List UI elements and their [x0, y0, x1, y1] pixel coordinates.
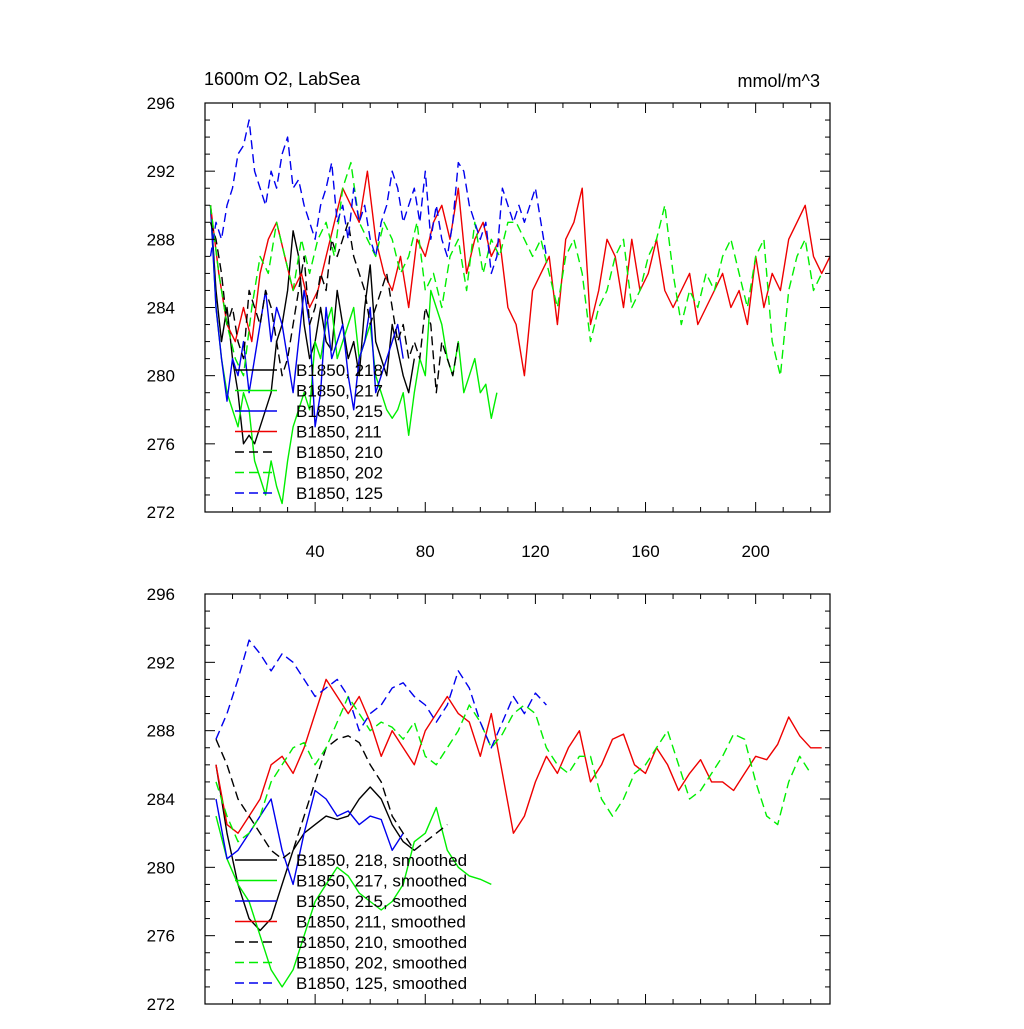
y-tick-label: 292 [147, 162, 175, 181]
legend-label: B1850, 218 [296, 361, 383, 380]
legend-label: B1850, 218, smoothed [296, 851, 467, 870]
y-tick-label: 272 [147, 503, 175, 522]
series-line-smoothed-0 [215, 764, 415, 932]
legend-label: B1850, 125, smoothed [296, 974, 467, 993]
series-line-3 [209, 170, 831, 377]
series-line-0 [209, 205, 415, 445]
y-tick-label: 288 [147, 230, 175, 249]
chart-panel-bottom: B1850, 218, smoothed B1850, 217, smoothed… [147, 585, 831, 1014]
y-tick-label: 284 [147, 299, 175, 318]
series-line-smoothed-4 [215, 735, 448, 860]
series-line-4 [209, 221, 459, 394]
x-tick-label: 40 [306, 542, 325, 561]
chart-title: 1600m O2, LabSea [204, 69, 361, 89]
y-tick-label: 296 [147, 94, 175, 113]
legend-label: B1850, 215 [296, 402, 383, 421]
legend-label: B1850, 202, smoothed [296, 954, 467, 973]
y-tick-label: 276 [147, 927, 175, 946]
legend-label: B1850, 210, smoothed [296, 933, 467, 952]
y-tick-label: 288 [147, 722, 175, 741]
x-tick-label: 80 [416, 542, 435, 561]
x-tick-label: 160 [631, 542, 659, 561]
legend-label: B1850, 210 [296, 443, 383, 462]
series-line-smoothed-2 [215, 789, 404, 886]
legend-label: B1850, 211, smoothed [296, 913, 466, 932]
series-line-smoothed-1 [215, 806, 492, 988]
series-line-5 [209, 161, 823, 377]
y-tick-label: 280 [147, 858, 175, 877]
y-tick-label: 296 [147, 585, 175, 604]
legend-label: B1850, 215, smoothed [296, 892, 467, 911]
legend-label: B1850, 217 [296, 382, 383, 401]
legend-label: B1850, 202 [296, 464, 383, 483]
legend-label: B1850, 125 [296, 484, 383, 503]
y-tick-label: 292 [147, 653, 175, 672]
series-line-smoothed-6 [215, 639, 547, 749]
y-tick-label: 284 [147, 790, 175, 809]
y-tick-label: 280 [147, 367, 175, 386]
series-line-smoothed-3 [215, 678, 822, 834]
legend-label: B1850, 211 [296, 423, 382, 442]
x-tick-label: 200 [741, 542, 769, 561]
series-line-smoothed-5 [215, 695, 812, 843]
y-tick-label: 272 [147, 995, 175, 1014]
y-tick-label: 276 [147, 435, 175, 454]
x-tick-label: 120 [521, 542, 549, 561]
units-label: mmol/m^3 [738, 71, 820, 91]
legend-label: B1850, 217, smoothed [296, 872, 467, 891]
series-line-6 [209, 119, 548, 275]
